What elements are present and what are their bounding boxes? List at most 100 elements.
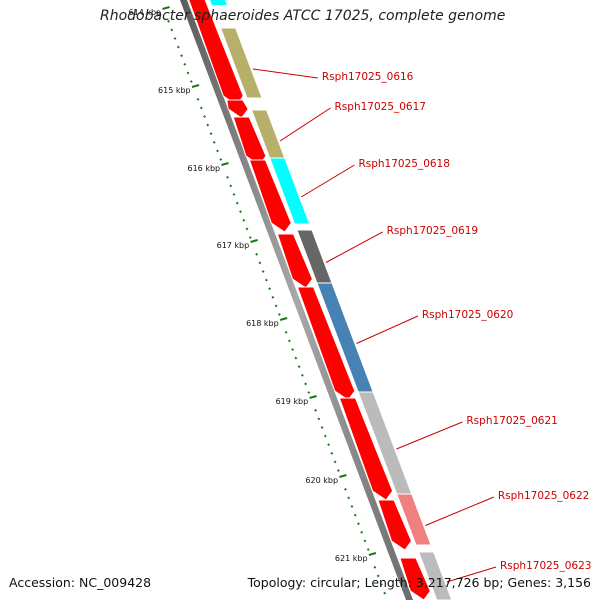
kbp-minor-tick [366, 548, 370, 551]
kbp-minor-tick [383, 591, 387, 595]
kbp-tick-label: 621 kbp [335, 554, 368, 563]
kbp-minor-tick [167, 19, 170, 23]
kbp-minor-tick [350, 505, 354, 508]
kbp-minor-tick [216, 149, 219, 153]
gene-label[interactable]: Rsph17025_0619 [387, 225, 478, 237]
kbp-minor-tick [255, 252, 259, 256]
kbp-minor-tick [232, 193, 236, 196]
kbp-minor-tick [203, 115, 206, 118]
kbp-minor-tick [314, 408, 318, 412]
kbp-minor-tick [226, 175, 229, 179]
kbp-minor-tick [274, 304, 278, 308]
gene-feature-bar[interactable] [396, 493, 432, 546]
gene-leader-line [325, 231, 383, 263]
kbp-minor-tick [353, 513, 357, 517]
kbp-minor-tick [347, 496, 351, 500]
kbp-minor-tick [196, 97, 200, 101]
gene-label[interactable]: Rsph17025_0620 [422, 309, 513, 321]
kbp-minor-tick [344, 487, 347, 491]
gene-labels: Rsph17025_0616 Rsph17025_0617 Rsph17025_06… [252, 68, 591, 583]
kbp-minor-tick [219, 158, 223, 161]
kbp-minor-tick [300, 373, 304, 377]
cds-arrow[interactable] [296, 286, 356, 401]
kbp-minor-tick [199, 106, 203, 110]
kbp-minor-tick [297, 365, 301, 369]
gene-label[interactable]: Rsph17025_0622 [498, 490, 589, 502]
kbp-minor-tick [291, 348, 295, 351]
kbp-minor-tick [271, 295, 275, 299]
kbp-ticks: 614 kbp 615 kbp 616 kbp 617 kbp 618 kbp 619 k… [129, 5, 387, 595]
kbp-minor-tick [176, 45, 180, 49]
kbp-tick-label: 619 kbp [276, 397, 309, 406]
kbp-tick-label: 618 kbp [246, 319, 279, 328]
kbp-minor-tick [284, 330, 288, 334]
kbp-minor-tick [189, 80, 193, 83]
gene-label[interactable]: Rsph17025_0621 [466, 415, 557, 427]
cds-arrows [188, 0, 431, 601]
kbp-major-tick [309, 394, 317, 400]
kbp-major-tick [279, 316, 288, 322]
gene-feature-bar[interactable] [269, 157, 311, 225]
feature-bars [208, 0, 453, 601]
gene-feature-bar[interactable] [208, 0, 227, 5]
gene-leader-line [279, 107, 331, 142]
kbp-minor-tick [330, 451, 334, 455]
cds-arrow[interactable] [248, 159, 292, 233]
cds-arrow[interactable] [338, 397, 394, 501]
kbp-minor-tick [373, 565, 377, 569]
gene-label[interactable]: Rsph17025_0617 [335, 101, 426, 113]
kbp-minor-tick [277, 313, 281, 316]
kbp-minor-tick [317, 417, 321, 421]
kbp-minor-tick [235, 201, 239, 205]
kbp-tick-label: 615 kbp [158, 86, 191, 95]
gene-feature-bar[interactable] [219, 27, 263, 99]
kbp-tick-label: 616 kbp [188, 164, 221, 173]
kbp-minor-tick [186, 71, 190, 75]
cds-arrow[interactable] [399, 557, 431, 601]
gene-label[interactable]: Rsph17025_0616 [322, 71, 414, 83]
kbp-minor-tick [264, 278, 268, 282]
gene-leader-line [425, 496, 495, 526]
kbp-minor-tick [294, 356, 298, 360]
kbp-minor-tick [261, 270, 265, 273]
kbp-minor-tick [173, 37, 177, 40]
cds-arrow[interactable] [226, 99, 249, 119]
kbp-minor-tick [229, 184, 233, 188]
gene-leader-line [356, 315, 419, 344]
kbp-minor-tick [248, 236, 252, 239]
kbp-minor-tick [258, 261, 262, 265]
gene-label[interactable]: Rsph17025_0623 [500, 560, 591, 572]
kbp-minor-tick [320, 426, 324, 429]
kbp-tick-label: 620 kbp [305, 476, 338, 485]
kbp-minor-tick [336, 469, 340, 472]
gene-leader-line [300, 164, 355, 198]
kbp-major-tick [368, 551, 377, 557]
kbp-minor-tick [245, 227, 249, 231]
kbp-minor-tick [304, 382, 308, 386]
cds-arrow[interactable] [377, 499, 413, 551]
kbp-major-tick [191, 83, 200, 89]
kbp-minor-tick [209, 132, 213, 136]
genome-summary-text: Topology: circular; Length: 3,217,726 bp… [247, 575, 591, 590]
kbp-minor-tick [323, 434, 327, 438]
gene-leader-line [446, 566, 497, 583]
kbp-minor-tick [307, 391, 311, 394]
kbp-minor-tick [170, 28, 174, 32]
kbp-major-tick [250, 238, 258, 244]
kbp-major-tick [221, 161, 229, 167]
kbp-major-tick [162, 5, 170, 11]
gene-leader-line [396, 421, 463, 450]
kbp-minor-tick [183, 62, 187, 66]
kbp-minor-tick [360, 530, 364, 534]
kbp-minor-tick [327, 443, 331, 447]
gene-label[interactable]: Rsph17025_0618 [358, 158, 449, 170]
kbp-tick-label: 614 kbp [129, 8, 162, 17]
kbp-major-tick [339, 473, 347, 479]
cds-arrow[interactable] [276, 233, 314, 289]
gene-leader-line [252, 68, 318, 79]
kbp-minor-tick [212, 140, 216, 144]
kbp-minor-tick [180, 54, 183, 58]
kbp-minor-tick [379, 583, 383, 586]
